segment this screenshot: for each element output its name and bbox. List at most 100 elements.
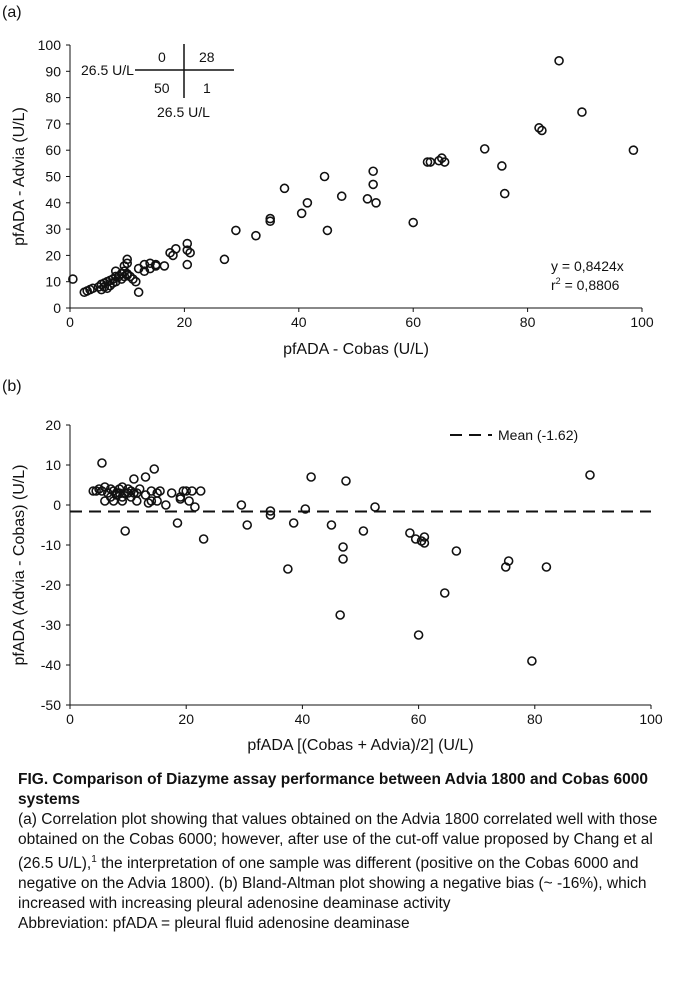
data-point (130, 276, 141, 287)
legend-mean-label: Mean (-1.62) (498, 427, 578, 443)
data-point (125, 271, 135, 282)
y-tick-label: -10 (41, 537, 61, 553)
x-tick-label: 60 (405, 314, 421, 330)
x-tick-label: 20 (177, 314, 193, 330)
data-point (265, 216, 276, 227)
data-point (122, 258, 132, 269)
data-points (88, 458, 595, 666)
bland-altman-plot: -50 -40 -30 -20 -10 0 10 20 0 20 40 60 80 100 pfADA [(… (11, 417, 663, 754)
cell-top-left: 0 (158, 49, 166, 65)
data-point (242, 520, 253, 530)
data-point (181, 486, 191, 496)
x-tick-label: 80 (520, 314, 536, 330)
data-point (116, 269, 127, 279)
data-point (140, 472, 151, 482)
data-point (335, 610, 345, 620)
data-point (413, 630, 424, 640)
data-point (198, 534, 209, 544)
data-point (132, 496, 142, 506)
data-point (439, 157, 450, 167)
caption-body: (a) Correlation plot showing that values… (18, 810, 668, 914)
data-point (479, 144, 490, 154)
data-point (405, 528, 415, 538)
data-point (338, 542, 348, 552)
data-point (134, 484, 145, 494)
data-points (68, 55, 639, 298)
y-tick-label: 0 (53, 300, 61, 316)
y-tick-label: -30 (41, 617, 61, 633)
data-point (145, 258, 155, 269)
x-tick-label: 60 (411, 711, 427, 727)
data-point (182, 245, 193, 255)
data-point (161, 500, 171, 510)
data-point (302, 198, 313, 208)
data-point (541, 562, 552, 572)
y-tick-label: -50 (41, 697, 61, 713)
data-point (300, 504, 311, 514)
y-tick-label: 100 (38, 37, 62, 53)
y-tick-label: 40 (45, 195, 61, 211)
data-point (419, 532, 430, 542)
data-point (537, 125, 547, 136)
data-point (296, 208, 307, 219)
data-point (288, 518, 299, 528)
data-point (358, 526, 369, 536)
y-tick-label: 90 (45, 63, 61, 79)
data-point (554, 55, 564, 66)
data-point (368, 179, 378, 190)
data-point (190, 502, 200, 512)
data-point (326, 520, 337, 530)
y-tick-label: 50 (45, 169, 61, 185)
data-point (166, 488, 177, 498)
data-point (336, 191, 347, 202)
x-tick-label: 40 (291, 314, 307, 330)
figure-caption: FIG. Comparison of Diazyme assay perform… (18, 770, 668, 934)
y-axis-title: pfADA (Advia - Cobas) (U/L) (11, 465, 28, 666)
data-point (362, 194, 373, 204)
r-squared-symbol: r (551, 277, 556, 293)
data-point (120, 526, 130, 536)
data-point (499, 188, 510, 199)
x-tick-label: 40 (295, 711, 311, 727)
y-tick-label: 10 (45, 274, 61, 290)
x-tick-label: 0 (66, 711, 74, 727)
y-axis-title: pfADA - Advia (U/L) (11, 107, 28, 246)
data-point (185, 247, 195, 258)
data-point (110, 276, 121, 287)
x-tick-label: 0 (66, 314, 74, 330)
cell-bottom-right: 1 (203, 80, 211, 96)
r-squared-value: = 0,8806 (561, 277, 620, 293)
data-point (534, 123, 544, 133)
data-point (585, 470, 595, 480)
caption-body-part-b: the interpretation of one sample was dif… (18, 855, 647, 913)
data-point (341, 476, 351, 486)
data-point (68, 274, 78, 284)
data-point (322, 225, 333, 236)
data-point (155, 486, 165, 496)
data-point (171, 244, 181, 254)
y-tick-label: 30 (45, 221, 61, 237)
data-point (128, 274, 138, 284)
data-point (129, 474, 139, 484)
data-point (184, 496, 194, 506)
data-point (439, 588, 450, 598)
panel-a-label: (a) (2, 4, 22, 21)
x-tick-label: 100 (639, 711, 663, 727)
y-tick-label: 20 (45, 247, 61, 263)
y-tick-label: -20 (41, 577, 61, 593)
data-point (139, 266, 150, 276)
data-point (628, 145, 639, 155)
data-point (251, 230, 261, 241)
data-point (122, 254, 132, 265)
data-point (236, 500, 247, 510)
data-point (182, 259, 193, 270)
y-tick-label: 60 (45, 142, 61, 158)
data-point (117, 496, 128, 506)
data-point (219, 254, 230, 265)
x-tick-label: 80 (527, 711, 543, 727)
cell-bottom-left: 50 (154, 80, 170, 96)
data-point (133, 287, 144, 298)
caption-abbreviation: Abbreviation: pfADA = pleural fluid aden… (18, 915, 410, 933)
r-squared-exponent: 2 (556, 276, 561, 286)
